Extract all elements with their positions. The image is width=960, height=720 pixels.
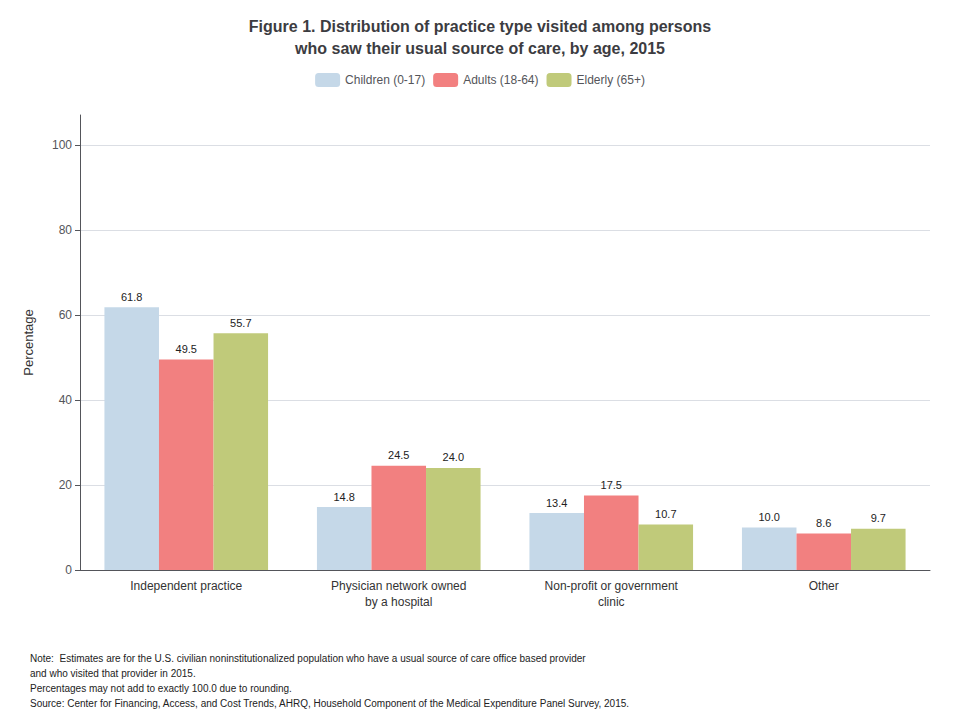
svg-text:Figure 1. Distribution of prac: Figure 1. Distribution of practice type … xyxy=(249,18,711,35)
svg-text:Children (0-17): Children (0-17) xyxy=(345,73,425,87)
svg-text:10.7: 10.7 xyxy=(655,508,676,520)
svg-text:0: 0 xyxy=(65,563,72,577)
svg-text:who saw their usual source of: who saw their usual source of care, by a… xyxy=(294,40,665,57)
svg-text:8.6: 8.6 xyxy=(816,517,831,529)
svg-text:Percentages may not add to exa: Percentages may not add to exactly 100.0… xyxy=(30,683,292,694)
svg-text:40: 40 xyxy=(59,393,73,407)
svg-text:61.8: 61.8 xyxy=(121,291,142,303)
svg-text:20: 20 xyxy=(59,478,73,492)
svg-text:14.8: 14.8 xyxy=(333,491,354,503)
svg-text:Adults (18-64): Adults (18-64) xyxy=(463,73,538,87)
svg-text:13.4: 13.4 xyxy=(546,497,567,509)
svg-text:Elderly (65+): Elderly (65+) xyxy=(577,73,645,87)
svg-text:Physician network owned: Physician network owned xyxy=(331,579,466,593)
svg-text:Note: Estimates are for the U: Note: Estimates are for the U.S. civilia… xyxy=(30,653,586,664)
svg-text:Percentage: Percentage xyxy=(21,309,36,376)
svg-text:9.7: 9.7 xyxy=(871,512,886,524)
svg-text:55.7: 55.7 xyxy=(230,317,251,329)
svg-text:Non-profit or government: Non-profit or government xyxy=(545,579,679,593)
svg-text:clinic: clinic xyxy=(598,595,625,609)
svg-text:49.5: 49.5 xyxy=(176,343,197,355)
svg-text:Source: Center for Financing,: Source: Center for Financing, Access, an… xyxy=(30,698,629,709)
svg-text:80: 80 xyxy=(59,223,73,237)
svg-text:24.5: 24.5 xyxy=(388,449,409,461)
svg-text:by a hospital: by a hospital xyxy=(365,595,432,609)
svg-text:Other: Other xyxy=(809,579,839,593)
svg-text:24.0: 24.0 xyxy=(443,451,464,463)
svg-text:and who visited that provider: and who visited that provider in 2015. xyxy=(30,668,196,679)
svg-text:Independent practice: Independent practice xyxy=(130,579,242,593)
svg-text:60: 60 xyxy=(59,308,73,322)
svg-text:17.5: 17.5 xyxy=(601,479,622,491)
svg-text:100: 100 xyxy=(52,138,72,152)
svg-text:10.0: 10.0 xyxy=(758,511,779,523)
